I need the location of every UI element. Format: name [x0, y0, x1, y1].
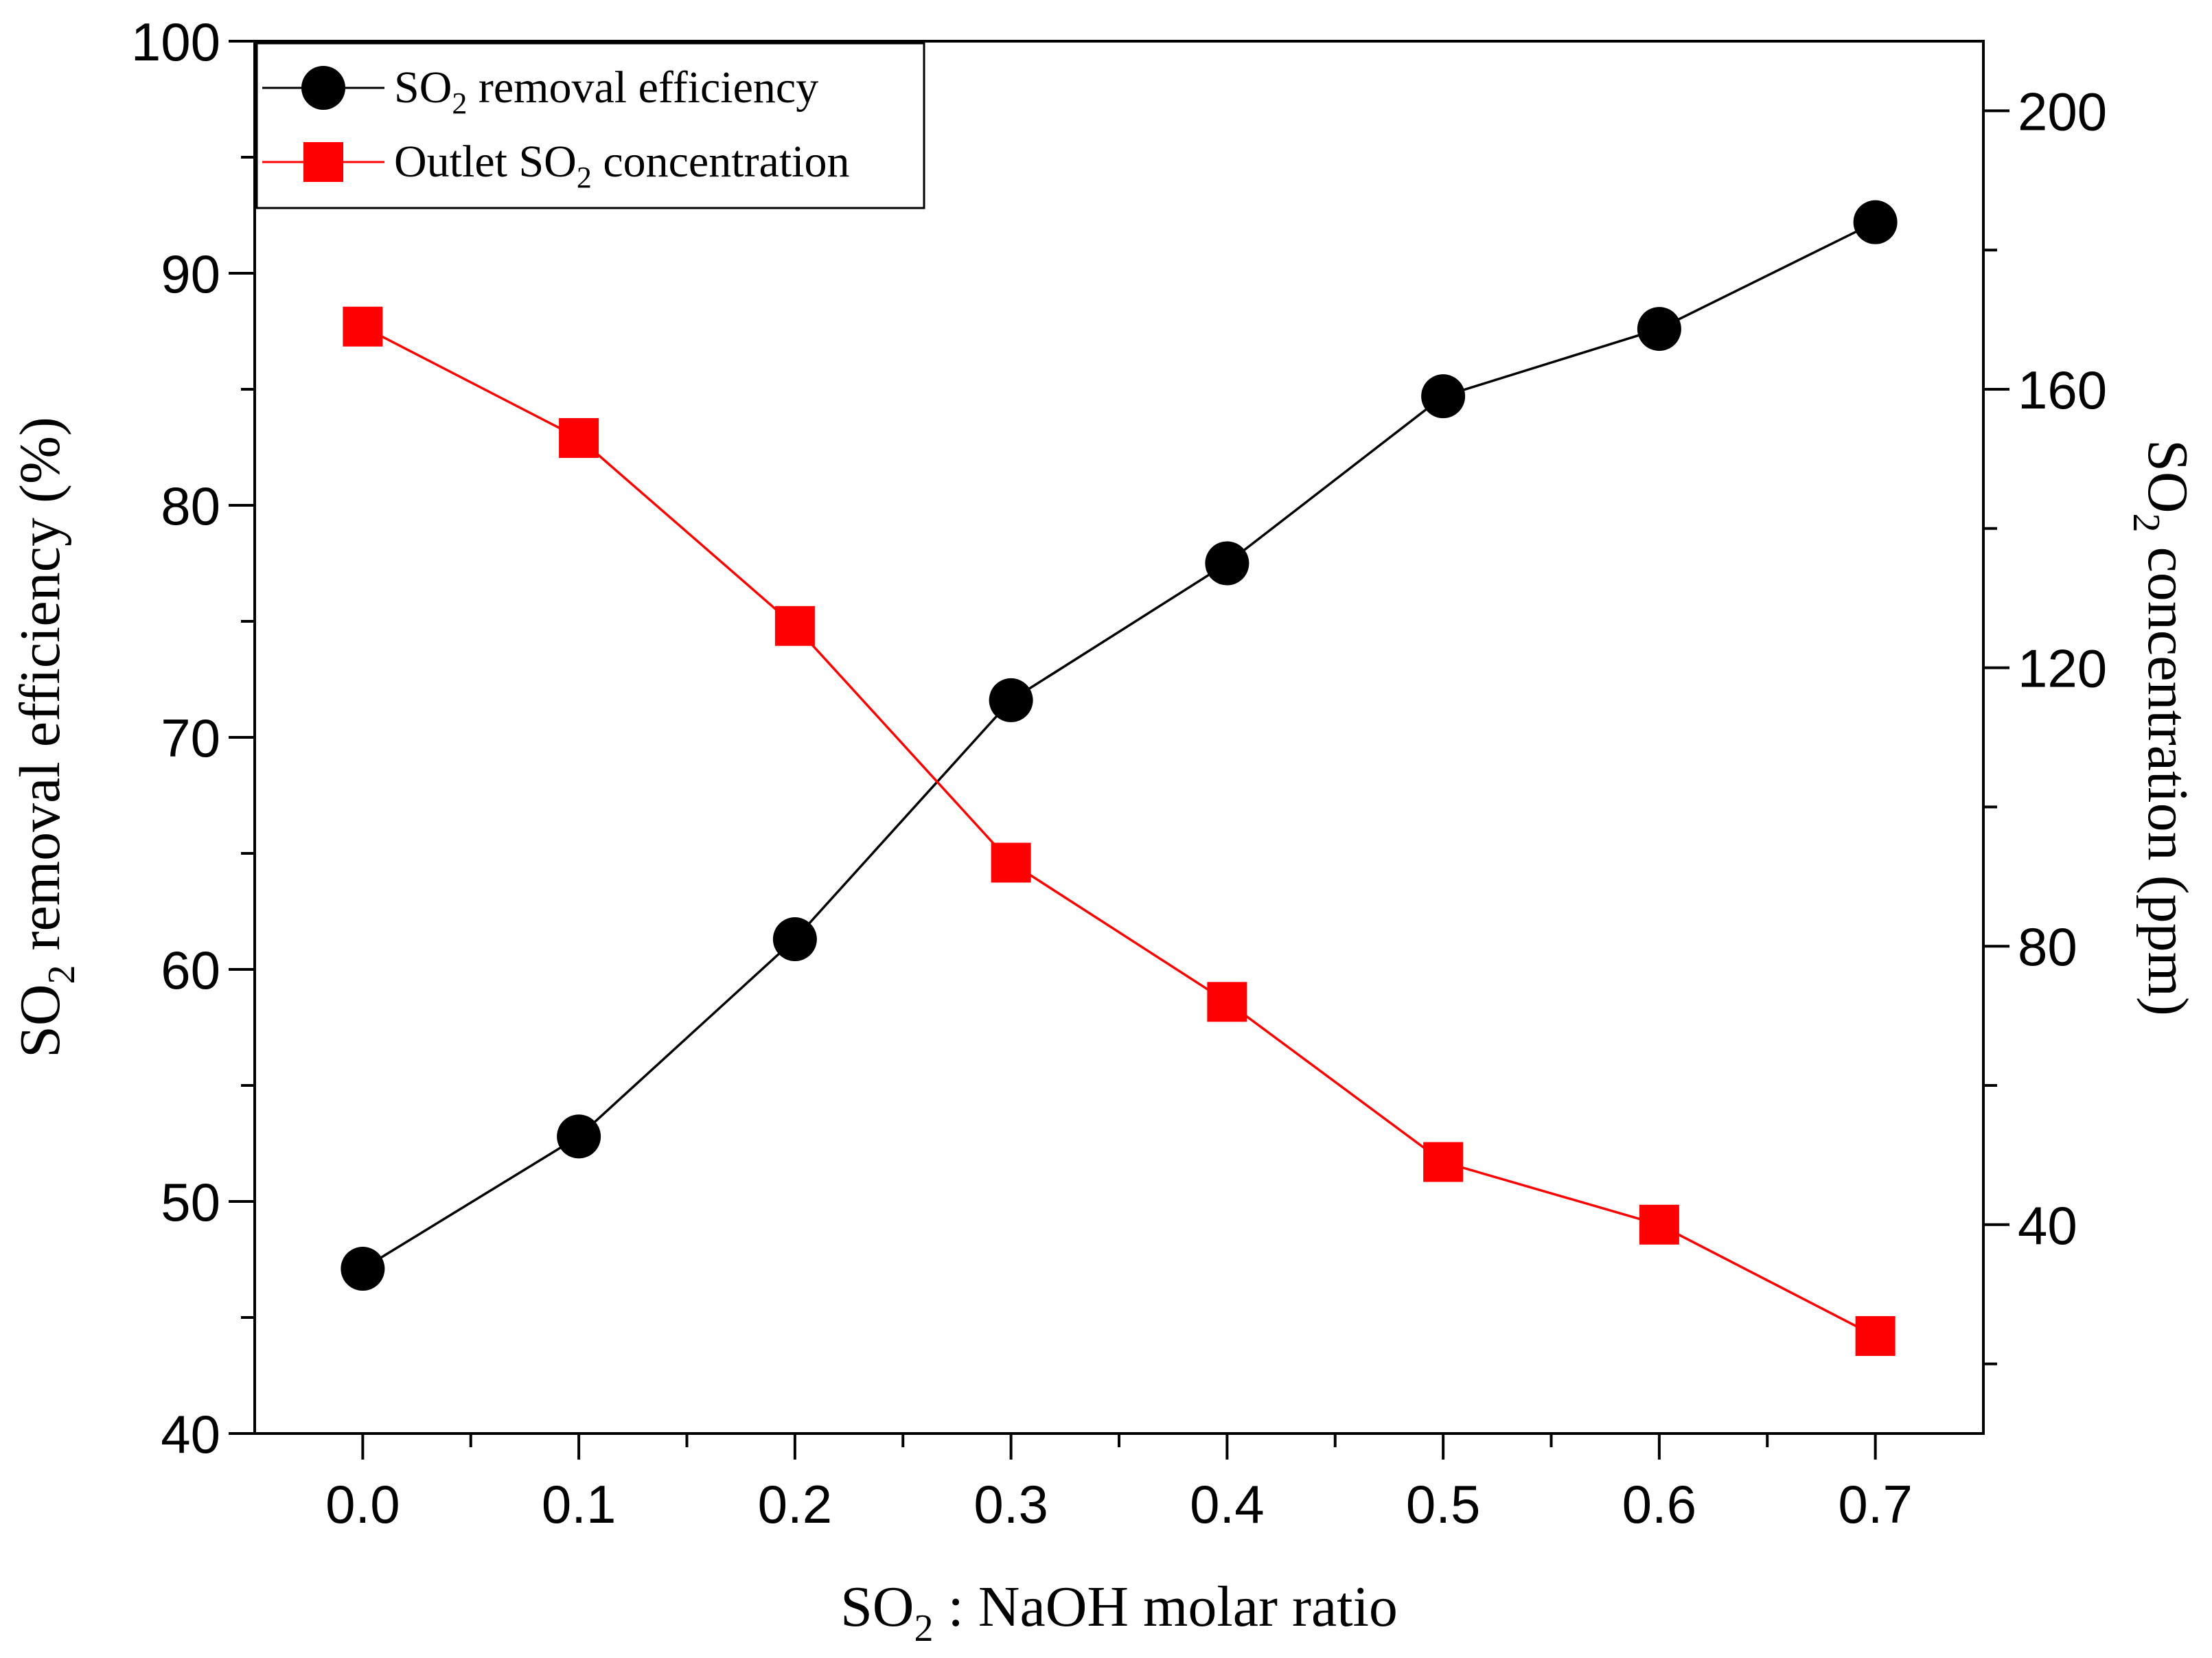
- removal-efficiency-point: [557, 1114, 601, 1159]
- legend-label-removal-efficiency: SO2 removal efficiency: [394, 62, 818, 120]
- outlet-concentration-point: [559, 417, 599, 458]
- legend: SO2 removal efficiency Outlet SO2 concen…: [255, 42, 925, 209]
- removal-efficiency-point: [1637, 307, 1681, 352]
- right-y-axis-ticks: 40 80 120 160 200: [1983, 81, 2107, 1366]
- outlet-concentration-point: [343, 306, 383, 347]
- x-tick-label: 0.7: [1838, 1474, 1912, 1534]
- right-y-tick-label: 40: [2018, 1195, 2077, 1256]
- removal-efficiency-point: [341, 1247, 385, 1291]
- left-y-tick-label: 40: [161, 1404, 220, 1464]
- legend-marker-outlet-concentration: [303, 142, 343, 182]
- removal-efficiency-point: [1421, 374, 1466, 419]
- right-y-axis-title: SO2 concentration (ppm): [2125, 439, 2200, 1016]
- series-outlet-concentration: [343, 306, 1896, 1357]
- plot-frame: [253, 40, 1985, 1435]
- x-axis-title: SO2 : NaOH molar ratio: [840, 1575, 1398, 1650]
- right-y-tick-label: 80: [2018, 917, 2077, 977]
- right-y-tick-label: 120: [2018, 638, 2107, 699]
- x-tick-label: 0.4: [1190, 1474, 1264, 1534]
- legend-marker-removal-efficiency: [301, 66, 345, 110]
- left-y-tick-label: 80: [161, 476, 220, 536]
- removal-efficiency-point: [1205, 541, 1249, 586]
- right-y-tick-label: 160: [2018, 360, 2107, 420]
- removal-efficiency-point: [989, 678, 1033, 722]
- left-y-tick-label: 60: [161, 940, 220, 1000]
- x-tick-label: 0.0: [325, 1474, 400, 1534]
- removal-efficiency-point: [1853, 200, 1898, 244]
- outlet-concentration-point: [1423, 1142, 1464, 1182]
- left-y-axis-ticks: 40 50 60 70 80 90 100: [131, 12, 255, 1464]
- x-tick-label: 0.5: [1406, 1474, 1480, 1534]
- outlet-concentration-point: [1639, 1204, 1679, 1245]
- left-y-axis-title: SO2 removal efficiency (%): [8, 417, 83, 1058]
- x-axis-ticks: 0.0 0.1 0.2 0.3 0.4 0.5 0.6 0.7: [325, 1434, 1913, 1534]
- x-tick-label: 0.2: [758, 1474, 832, 1534]
- legend-label-outlet-concentration: Outlet SO2 concentration: [394, 137, 850, 194]
- outlet-concentration-point: [991, 842, 1031, 883]
- outlet-concentration-point: [1207, 982, 1247, 1022]
- removal-efficiency-line: [362, 221, 1876, 1270]
- left-y-tick-label: 100: [131, 12, 220, 72]
- left-y-tick-label: 70: [161, 708, 220, 768]
- x-tick-label: 0.6: [1622, 1474, 1696, 1534]
- series-removal-efficiency: [341, 200, 1898, 1291]
- x-tick-label: 0.1: [542, 1474, 616, 1534]
- outlet-concentration-point: [1855, 1316, 1896, 1357]
- left-y-tick-label: 50: [161, 1172, 220, 1232]
- x-tick-label: 0.3: [973, 1474, 1048, 1534]
- outlet-concentration-point: [774, 606, 815, 646]
- right-y-tick-label: 200: [2018, 81, 2107, 141]
- removal-efficiency-point: [772, 917, 817, 962]
- left-y-tick-label: 90: [161, 244, 220, 304]
- legend-box: [255, 42, 925, 209]
- outlet-concentration-line: [362, 325, 1876, 1337]
